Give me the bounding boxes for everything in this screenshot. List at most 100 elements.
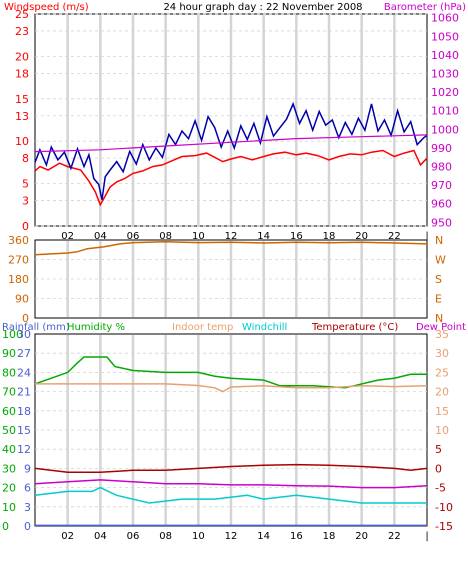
barometer-tick-label: 1050 xyxy=(431,30,459,43)
temperature-label: Temperature (°C) xyxy=(311,322,398,333)
windchill-label: Windchill xyxy=(242,322,287,333)
windspeed-tick-label: 8 xyxy=(22,152,29,165)
x-axis-ticks: 02 04 06 08 10 12 14 16 18 20 22 | 02 04 06 08 10 12 14 16 1… xyxy=(61,231,428,542)
x-tick-label: 04 xyxy=(94,531,107,542)
gust-series-line xyxy=(34,101,428,200)
indoor-temp-label: Indoor temp xyxy=(172,322,233,333)
graph-title: 24 hour graph day : 22 November 2008 xyxy=(163,2,362,13)
barometer-tick-label: 950 xyxy=(431,216,452,229)
hum-series-line xyxy=(34,356,427,389)
windspeed-tick-label: 0 xyxy=(22,220,29,233)
rainfall-tick-label: 0 xyxy=(24,520,31,533)
temperature-tick-label: -5 xyxy=(435,482,446,495)
rainfall-tick-label: 30 xyxy=(17,328,31,341)
direction-tick-label: 0 xyxy=(22,312,29,325)
x-end-mark: | xyxy=(425,231,428,242)
temperature-tick-label: -10 xyxy=(435,501,453,514)
x-tick-label: 06 xyxy=(127,531,140,542)
axis-labels: 0358101315182023259509609709809901000101… xyxy=(2,8,459,533)
wind-series-line xyxy=(34,149,428,207)
compass-tick-label: W xyxy=(435,254,446,267)
dew-series-line xyxy=(34,479,428,489)
humidity-tick-label: 10 xyxy=(2,501,16,514)
humidity-tick-label: 0 xyxy=(2,520,9,533)
temperature-tick-label: 35 xyxy=(435,328,449,341)
direction-tick-label: 270 xyxy=(8,254,29,267)
x-tick-label: 18 xyxy=(323,531,336,542)
x-tick-label: 12 xyxy=(225,231,238,242)
compass-tick-label: E xyxy=(435,293,442,306)
x-tick-label: 08 xyxy=(159,531,172,542)
rainfall-tick-label: 6 xyxy=(24,482,31,495)
windspeed-tick-label: 13 xyxy=(15,110,29,123)
rainfall-tick-label: 21 xyxy=(17,386,31,399)
compass-tick-label: N xyxy=(435,234,443,247)
temperature-tick-label: 0 xyxy=(435,462,442,475)
direction-tick-label: 90 xyxy=(15,293,29,306)
x-tick-label: 20 xyxy=(355,231,368,242)
humidity-tick-label: 90 xyxy=(2,347,16,360)
x-tick-label: 04 xyxy=(94,231,107,242)
x-tick-label: 10 xyxy=(192,531,205,542)
humidity-tick-label: 60 xyxy=(2,405,16,418)
x-tick-label: 02 xyxy=(61,531,74,542)
windspeed-tick-label: 23 xyxy=(15,25,29,38)
rainfall-label: Rainfall (mm) xyxy=(2,322,70,333)
windspeed-tick-label: 3 xyxy=(22,195,29,208)
x-tick-label: 18 xyxy=(323,231,336,242)
wind-direction-line xyxy=(34,240,428,256)
barometer-tick-label: 960 xyxy=(431,198,452,211)
temperature-tick-label: 25 xyxy=(435,366,449,379)
windspeed-tick-label: 15 xyxy=(15,93,29,106)
barometer-tick-label: 1000 xyxy=(431,123,459,136)
barometer-tick-label: 1040 xyxy=(431,49,459,62)
direction-tick-label: 180 xyxy=(8,273,29,286)
windspeed-tick-label: 20 xyxy=(15,50,29,63)
rainfall-tick-label: 27 xyxy=(17,347,31,360)
rainfall-tick-label: 3 xyxy=(24,501,31,514)
barometer-tick-label: 1060 xyxy=(431,12,459,25)
rainfall-tick-label: 18 xyxy=(17,405,31,418)
barometer-label: Barometer (hPa) xyxy=(384,2,466,13)
barometer-tick-label: 990 xyxy=(431,142,452,155)
humidity-tick-label: 70 xyxy=(2,386,16,399)
humidity-tick-label: 30 xyxy=(2,462,16,475)
barometer-tick-label: 970 xyxy=(431,179,452,192)
grid-lines xyxy=(35,13,427,525)
rainfall-tick-label: 9 xyxy=(24,462,31,475)
series-lines xyxy=(34,101,428,527)
x-tick-label: 12 xyxy=(225,531,238,542)
x-tick-label: 20 xyxy=(355,531,368,542)
barometer-tick-label: 1030 xyxy=(431,68,459,81)
intemp-series-line xyxy=(35,383,428,393)
windspeed-tick-label: 10 xyxy=(15,135,29,148)
windspeed-tick-label: 18 xyxy=(15,67,29,80)
humidity-label: Humidity % xyxy=(67,322,125,333)
x-tick-label: 22 xyxy=(388,531,401,542)
x-tick-label: 14 xyxy=(257,531,270,542)
chill-series-line xyxy=(34,486,427,504)
temperature-tick-label: -15 xyxy=(435,520,453,533)
x-tick-label: 08 xyxy=(159,231,172,242)
humidity-tick-label: 100 xyxy=(2,328,23,341)
temperature-tick-label: 5 xyxy=(435,443,442,456)
temperature-tick-label: 15 xyxy=(435,405,449,418)
x-tick-label: 14 xyxy=(257,231,270,242)
rainfall-tick-label: 12 xyxy=(17,443,31,456)
dew-point-label: Dew Point xyxy=(416,322,466,333)
temperature-tick-label: 20 xyxy=(435,386,449,399)
temp-series-line xyxy=(34,463,428,473)
temperature-tick-label: 10 xyxy=(435,424,449,437)
windspeed-tick-label: 25 xyxy=(15,8,29,21)
baro-series-line xyxy=(34,134,428,153)
humidity-tick-label: 80 xyxy=(2,366,16,379)
rainfall-tick-label: 24 xyxy=(17,366,31,379)
x-tick-label: 16 xyxy=(290,231,303,242)
compass-tick-label: S xyxy=(435,273,442,286)
direction-tick-label: 360 xyxy=(8,234,29,247)
windspeed-tick-label: 5 xyxy=(22,178,29,191)
barometer-tick-label: 980 xyxy=(431,160,452,173)
x-tick-label: 06 xyxy=(127,231,140,242)
